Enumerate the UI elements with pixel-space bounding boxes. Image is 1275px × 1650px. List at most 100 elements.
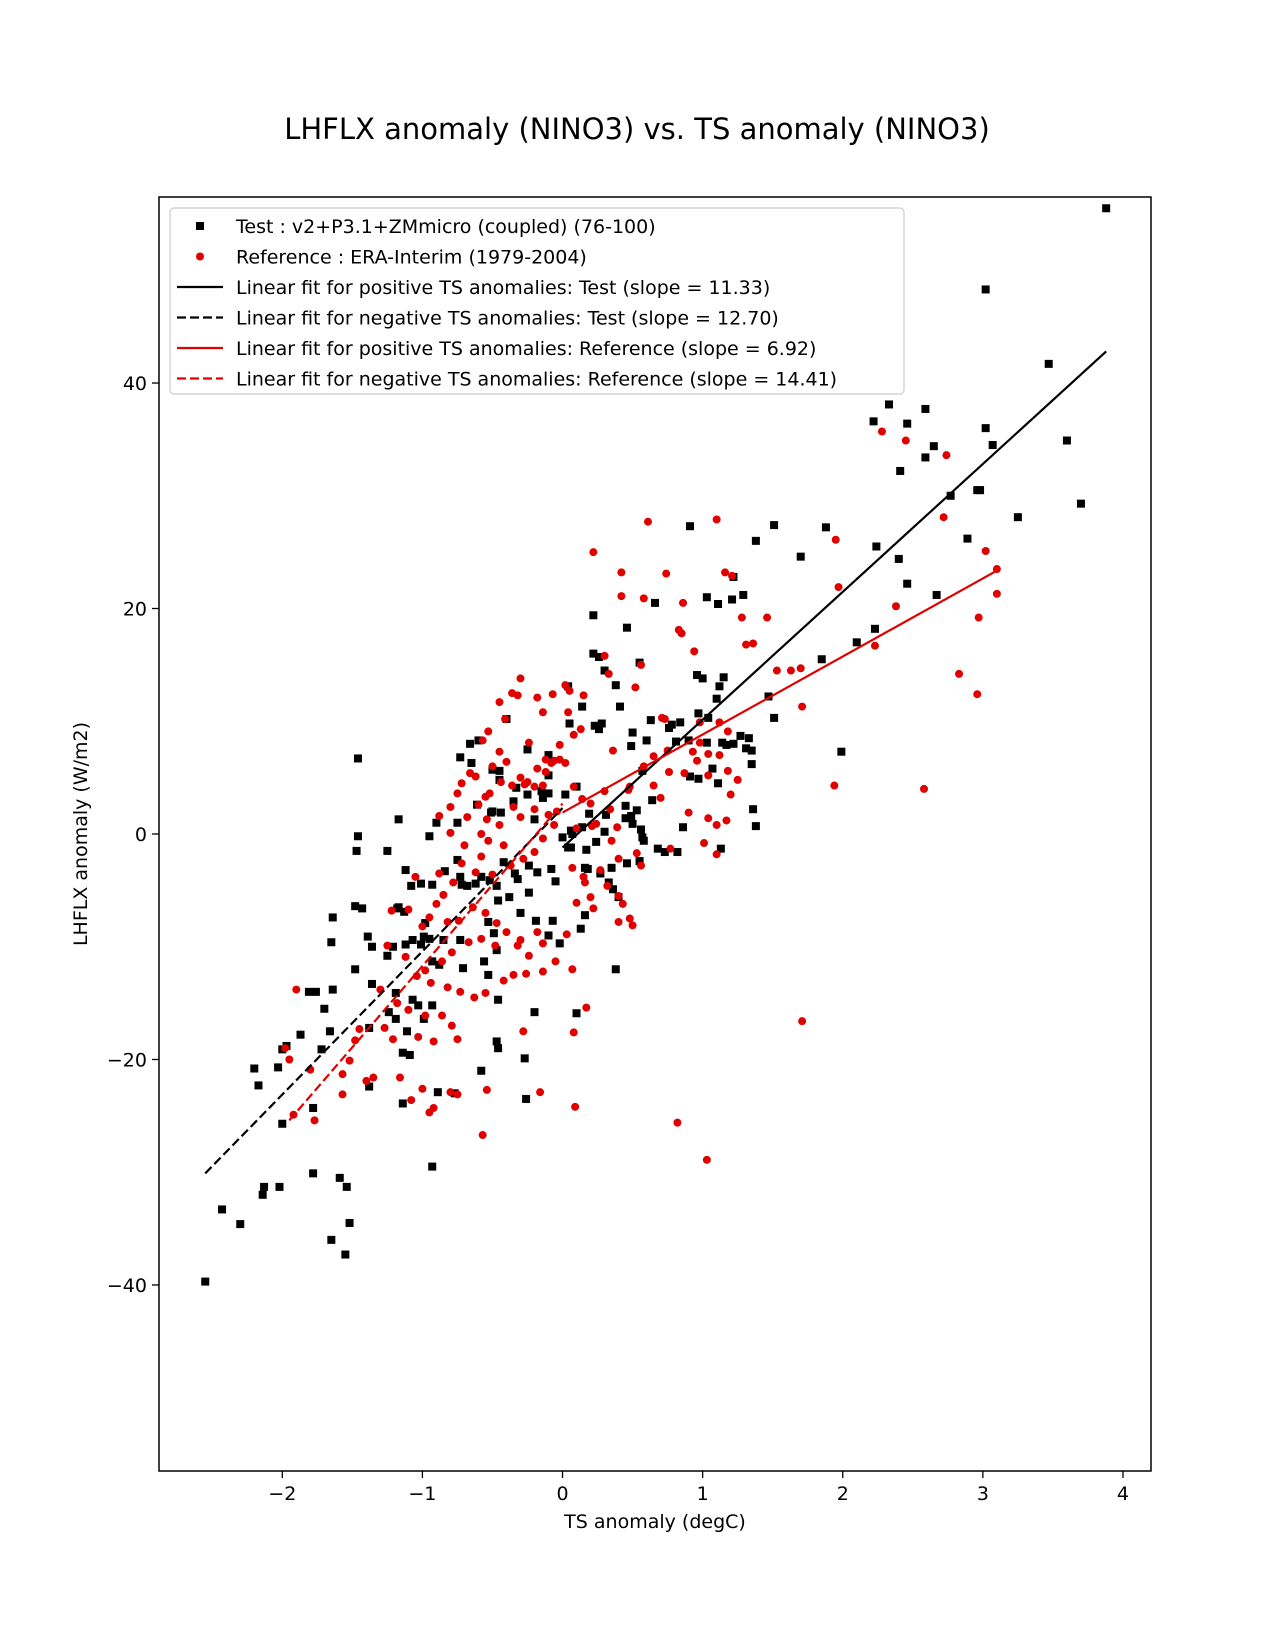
reference-data-point [491,941,500,950]
reference-data-point [684,808,693,817]
reference-data-point [702,1155,711,1164]
reference-data-point [345,1056,354,1065]
reference-data-point [831,535,840,544]
reference-data-point [411,872,420,881]
test-data-point [499,858,508,867]
test-data-point [218,1205,227,1214]
x-tick-label: −2 [268,1483,296,1505]
test-data-point [492,946,501,955]
reference-data-point [418,1084,427,1093]
test-data-point [555,939,564,948]
test-data-point [510,869,519,878]
test-data-point [837,747,846,756]
x-tick-label: 2 [837,1483,849,1505]
reference-data-point [715,751,724,760]
reference-data-point [447,1021,456,1030]
reference-data-point [561,681,570,690]
reference-data-point [292,985,301,994]
test-data-point [653,844,662,853]
reference-data-point [439,890,448,899]
reference-data-point [516,773,525,782]
reference-data-point [383,941,392,950]
test-data-point [698,674,707,683]
test-data-point [537,787,546,796]
reference-data-point [721,568,730,577]
reference-data-point [502,928,511,937]
reference-data-point [608,746,617,755]
reference-data-point [901,436,910,445]
reference-data-point [457,859,466,868]
reference-data-point [495,747,504,756]
test-data-point [367,979,376,988]
reference-data-point [355,1025,364,1034]
y-tick-label: 40 [123,373,147,395]
test-data-point [492,1037,501,1046]
test-data-point [391,988,400,997]
test-data-point [621,801,630,810]
reference-data-point [981,547,990,556]
reference-data-point [501,715,510,724]
test-data-point [428,880,437,889]
reference-data-point [481,908,490,917]
y-axis-label: LHFLX anomaly (W/m2) [70,722,92,946]
chart-title: LHFLX anomaly (NINO3) vs. TS anomaly (NI… [284,112,990,146]
test-data-point [353,754,362,763]
test-data-point [600,827,609,836]
test-data-point [636,825,645,834]
test-data-point [747,746,756,755]
reference-data-point [614,917,623,926]
reference-data-point [522,969,531,978]
reference-data-point [530,782,539,791]
reference-data-point [586,893,595,902]
test-data-point [712,694,721,703]
test-data-point [1102,204,1111,213]
x-axis: −2 −1 0 1 2 3 4 [268,1471,1129,1505]
test-data-point [817,655,826,664]
test-data-point [872,542,881,551]
test-data-point [988,441,997,450]
test-data-point [896,466,905,475]
test-data-point [428,1001,437,1010]
test-data-point [459,964,468,973]
reference-data-point [369,1073,378,1082]
reference-data-point [446,828,455,837]
reference-data-point [481,988,490,997]
test-data-point [274,1063,283,1072]
test-data-point [702,738,711,747]
reference-data-point [449,878,458,887]
test-data-point [258,1190,267,1199]
test-data-point [1062,436,1071,445]
reference-data-point [438,957,447,966]
reference-data-point [572,898,581,907]
test-data-point [296,1030,305,1039]
test-data-point [651,598,659,607]
reference-data-point [538,939,547,948]
test-data-point [477,872,486,881]
test-data-point [566,843,575,852]
reference-data-point [538,781,547,790]
test-data-point [770,713,779,722]
reference-data-point [891,602,900,611]
reference-data-point [798,702,807,711]
test-data-point [428,957,437,966]
reference-data-point [395,1073,404,1082]
test-data-point [582,845,591,854]
test-data-point [585,809,594,818]
reference-data-point [502,757,511,766]
reference-data-point [533,764,542,773]
test-data-point [578,823,587,832]
test-data-point [702,593,711,602]
x-tick-label: −1 [408,1483,436,1505]
reference-data-point [942,451,951,460]
test-data-point [589,611,598,620]
test-data-point [611,965,620,974]
y-tick-label: −40 [107,1275,147,1297]
reference-data-point [509,970,518,979]
reference-data-point [579,872,588,881]
reference-data-point [662,569,671,578]
test-data-point [492,881,501,890]
reference-data-point [533,693,542,702]
reference-data-point [404,905,413,914]
reference-data-point [723,727,732,736]
test-data-point [852,638,861,647]
